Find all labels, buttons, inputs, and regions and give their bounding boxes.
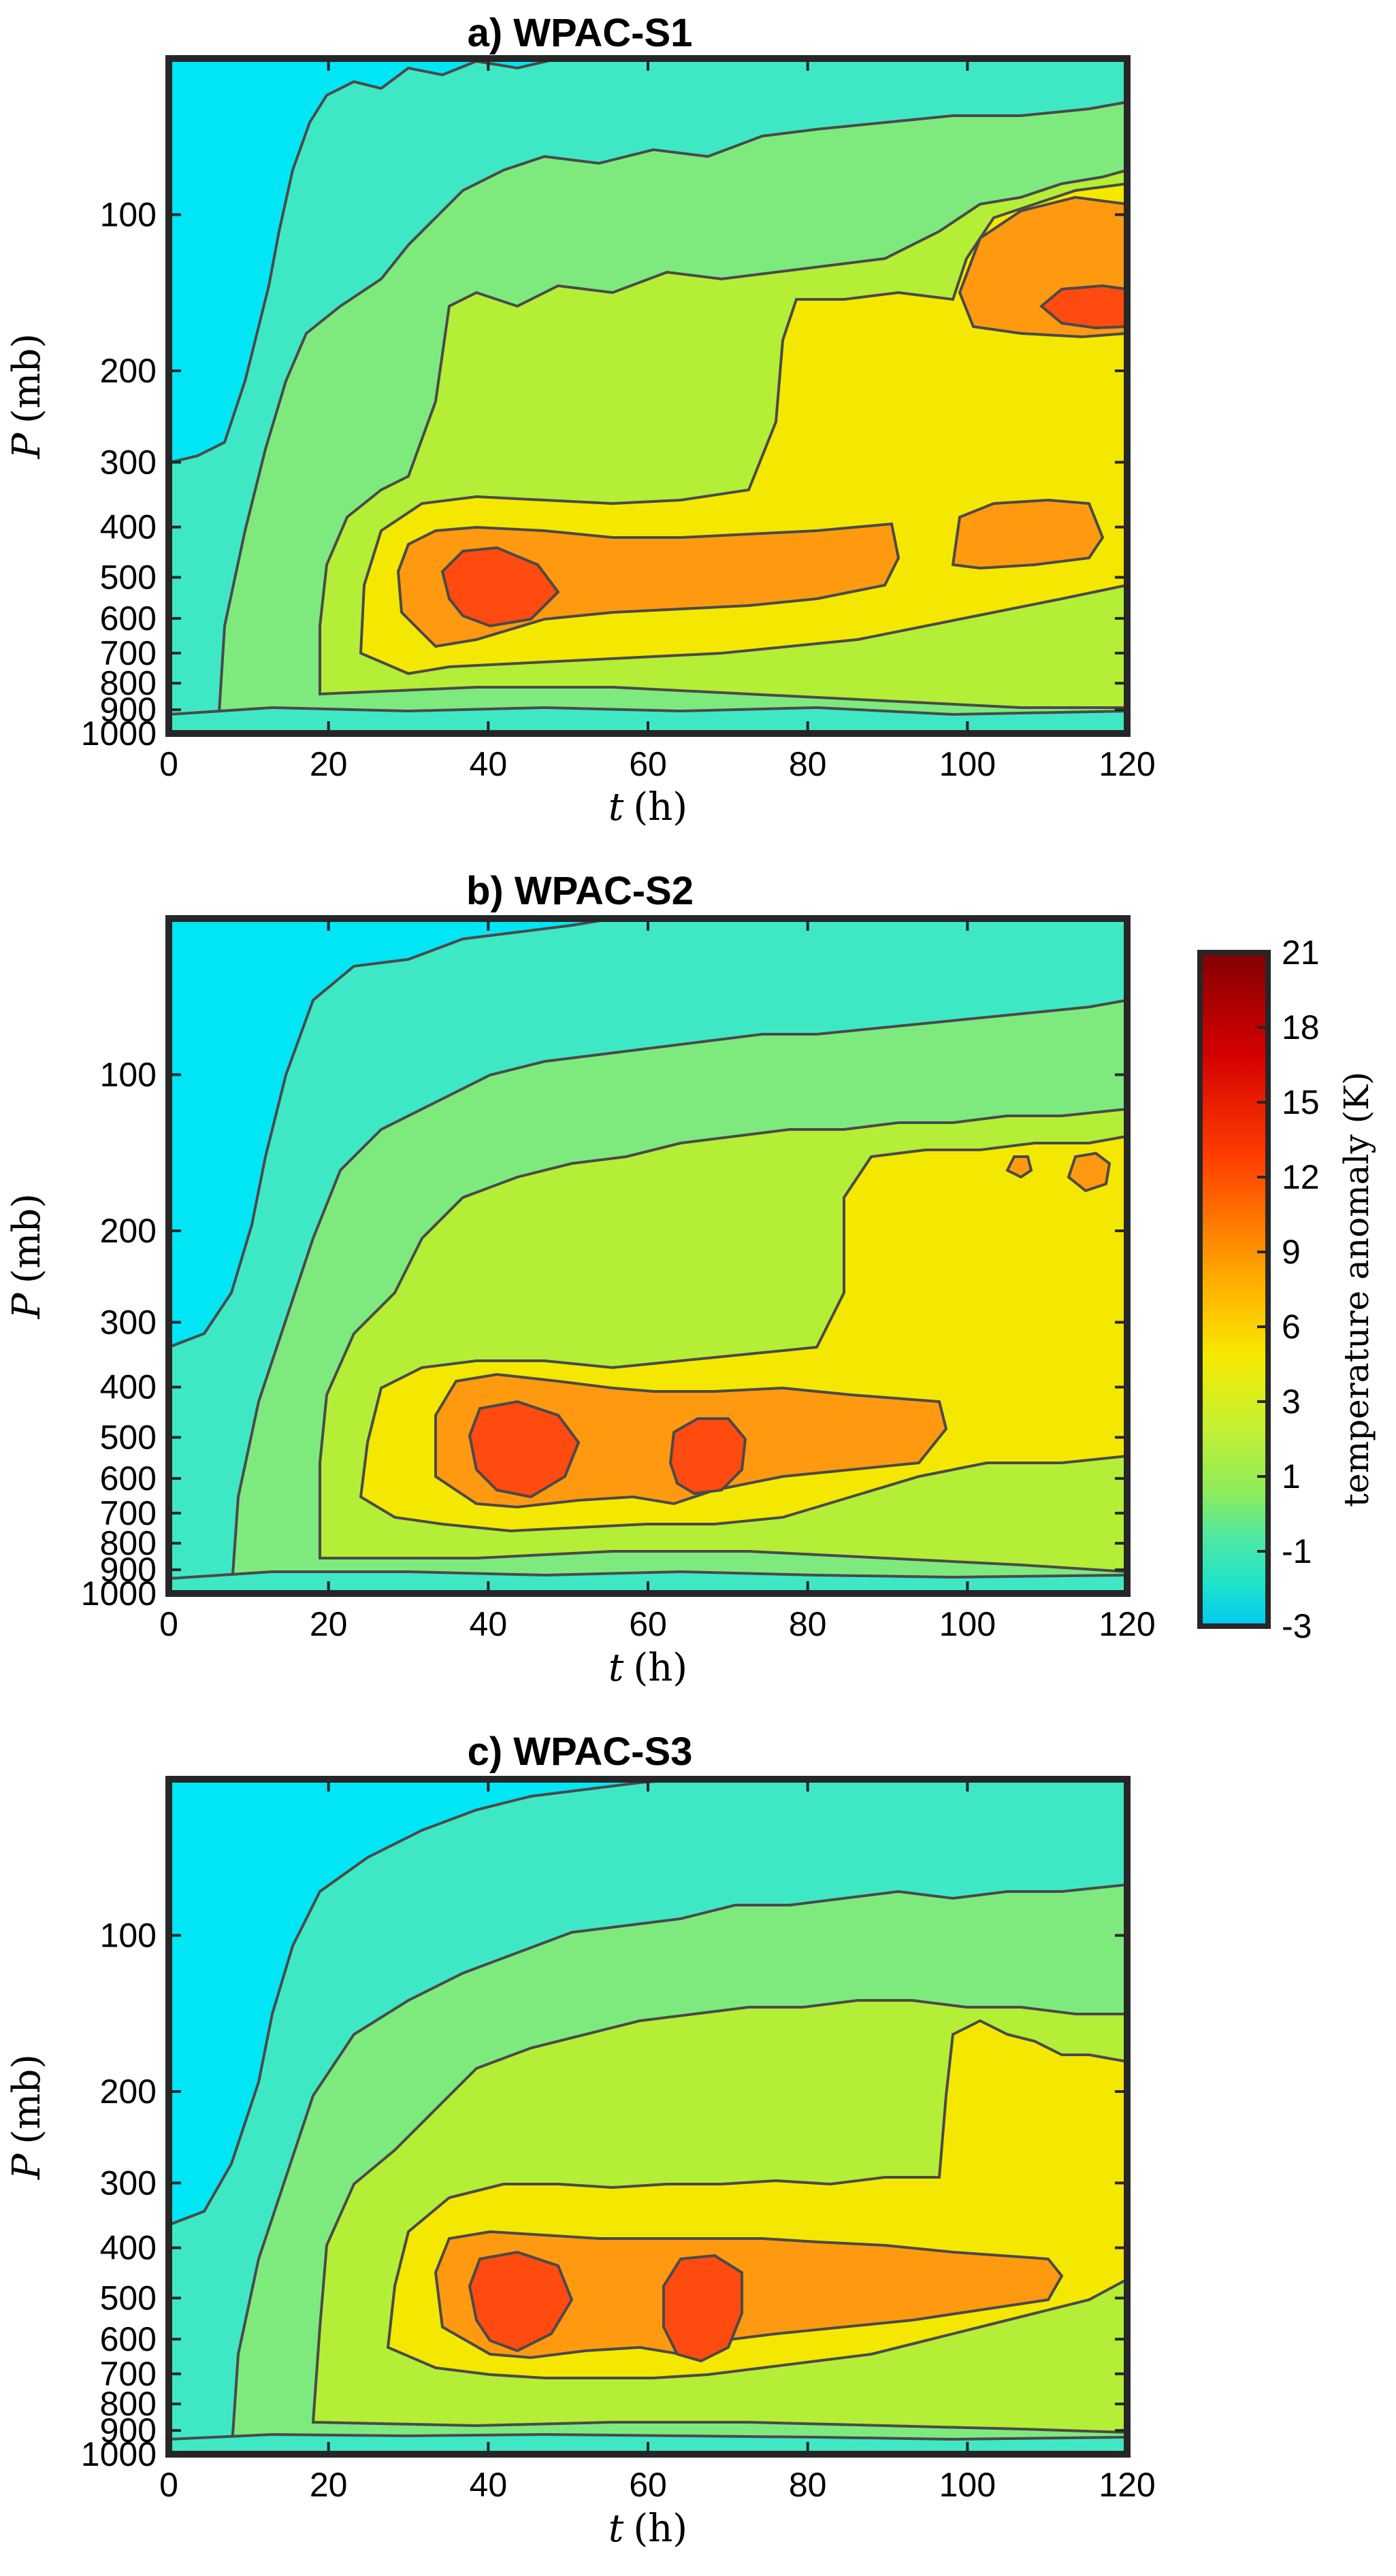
x-tick-label: 0 bbox=[159, 2466, 178, 2504]
field-level-12 bbox=[434, 2230, 1064, 2360]
field-level-12b bbox=[1067, 1151, 1111, 1193]
x-tick-label: 40 bbox=[470, 1605, 508, 1643]
x-tick-label: 20 bbox=[310, 2466, 348, 2504]
panel-a-field bbox=[169, 59, 1127, 733]
x-tick-label: 60 bbox=[629, 2466, 667, 2504]
y-tick-label: 600 bbox=[100, 1459, 157, 1498]
colorbar-frame bbox=[1197, 950, 1271, 1629]
y-tick-label: 1000 bbox=[81, 2435, 157, 2473]
panel-a-axes: 0 20 40 60 80 100 120 100 200 300 400 5006007008009… bbox=[81, 59, 1156, 783]
y-tick-label: 700 bbox=[100, 634, 157, 672]
x-tick-label: 20 bbox=[310, 1605, 348, 1643]
field-level-15 bbox=[468, 2250, 574, 2353]
panel-b-xlabel: t (h) bbox=[608, 1646, 687, 1690]
x-tick-label: 40 bbox=[470, 745, 508, 783]
x-tick-label: 100 bbox=[939, 1605, 996, 1643]
colorbar-tick-label: -3 bbox=[1282, 1607, 1312, 1645]
y-tick-label: 1000 bbox=[81, 714, 157, 753]
colorbar-tick-label: 1 bbox=[1282, 1457, 1301, 1496]
panel-a-ylabel: P(mb) bbox=[5, 333, 49, 459]
y-tick-label: 100 bbox=[100, 1056, 157, 1094]
panel-b: b) WPAC-S2 0 20 40 60 80 100 120 100 200 300 400 50… bbox=[5, 869, 1156, 1690]
y-tick-label: 800 bbox=[100, 1524, 157, 1562]
colorbar: -3 -1 1 3 6 9 12 15 18 21 temperature anomaly (K) bbox=[1197, 934, 1376, 1645]
field-level-15 bbox=[468, 1400, 581, 1499]
panel-c-axes: 0 20 40 60 80 100 120 100 200 300 400 5006007008009… bbox=[81, 1779, 1156, 2504]
x-tick-label: 60 bbox=[629, 1605, 667, 1643]
colorbar-tick-label: 18 bbox=[1282, 1008, 1320, 1046]
x-tick-label: 100 bbox=[939, 2466, 996, 2504]
y-tick-label: 500 bbox=[100, 2279, 157, 2317]
x-tick-label: 120 bbox=[1099, 2466, 1155, 2504]
y-tick-label: 100 bbox=[100, 1917, 157, 1955]
panel-a: a) WPAC-S1 0 20 40 60 80 100 120 100 200 300 400 50… bbox=[5, 11, 1156, 829]
x-tick-label: 80 bbox=[789, 2466, 827, 2504]
field-level-12c bbox=[1005, 1155, 1033, 1179]
y-tick-label: 200 bbox=[100, 352, 157, 390]
x-tick-label: 100 bbox=[939, 745, 996, 783]
y-tick-label: 300 bbox=[100, 2164, 157, 2202]
panel-b-axes: 0 20 40 60 80 100 120 100 200 300 400 5006007008009… bbox=[81, 919, 1156, 1643]
y-tick-label: 200 bbox=[100, 2073, 157, 2111]
y-tick-label: 500 bbox=[100, 1418, 157, 1456]
y-tick-label: 700 bbox=[100, 2355, 157, 2393]
colorbar-tick-label: 3 bbox=[1282, 1383, 1301, 1421]
colorbar-tick-label: 15 bbox=[1282, 1083, 1320, 1121]
panel-b-ylabel: P(mb) bbox=[5, 1193, 49, 1319]
colorbar-ticks: -3 -1 1 3 6 9 12 15 18 21 bbox=[1257, 934, 1320, 1645]
y-tick-label: 400 bbox=[100, 1368, 157, 1406]
y-tick-label: 400 bbox=[100, 508, 157, 546]
x-tick-label: 20 bbox=[310, 745, 348, 783]
colorbar-tick-label: 6 bbox=[1282, 1308, 1301, 1346]
panel-c-ylabel: P(mb) bbox=[5, 2054, 49, 2180]
y-tick-label: 600 bbox=[100, 2320, 157, 2358]
colorbar-label: temperature anomaly (K) bbox=[1337, 1072, 1376, 1507]
x-tick-label: 60 bbox=[629, 745, 667, 783]
panel-b-title: b) WPAC-S2 bbox=[466, 869, 694, 913]
y-tick-label: 400 bbox=[100, 2229, 157, 2267]
x-tick-label: 80 bbox=[789, 1605, 827, 1643]
y-tick-label: 600 bbox=[100, 599, 157, 638]
field-level-15b bbox=[668, 1417, 747, 1496]
field-level-15 bbox=[440, 546, 560, 628]
panel-a-title: a) WPAC-S1 bbox=[468, 11, 693, 55]
x-tick-label: 0 bbox=[159, 1605, 178, 1643]
x-tick-label: 80 bbox=[789, 745, 827, 783]
colorbar-gradient bbox=[1200, 953, 1268, 1626]
colorbar-tick-label: -1 bbox=[1282, 1532, 1312, 1570]
panel-c: c) WPAC-S3 0 20 40 60 80 100 120 100 200 300 400 50… bbox=[5, 1730, 1156, 2551]
field-level-1-low bbox=[169, 706, 1127, 733]
y-tick-label: 800 bbox=[100, 664, 157, 702]
y-tick-label: 200 bbox=[100, 1212, 157, 1250]
y-tick-label: 100 bbox=[100, 196, 157, 234]
y-tick-label: 1000 bbox=[81, 1574, 157, 1613]
y-tick-label: 900 bbox=[100, 1551, 157, 1589]
panel-a-xlabel: t (h) bbox=[608, 785, 687, 829]
x-tick-label: 40 bbox=[470, 2466, 508, 2504]
y-tick-label: 700 bbox=[100, 1494, 157, 1532]
panel-c-title: c) WPAC-S3 bbox=[468, 1730, 693, 1774]
field-level-12c bbox=[951, 498, 1105, 570]
field-level-15b bbox=[1039, 284, 1127, 330]
x-tick-label: 0 bbox=[159, 745, 178, 783]
x-tick-label: 120 bbox=[1099, 1605, 1155, 1643]
y-tick-label: 300 bbox=[100, 443, 157, 481]
field-level-15b bbox=[662, 2253, 743, 2363]
panel-c-xlabel: t (h) bbox=[608, 2507, 687, 2551]
y-tick-label: 500 bbox=[100, 558, 157, 596]
panel-b-field bbox=[169, 919, 1127, 1594]
y-tick-label: 300 bbox=[100, 1303, 157, 1341]
colorbar-tick-label: 9 bbox=[1282, 1233, 1301, 1271]
y-tick-label: 900 bbox=[100, 691, 157, 729]
panel-c-field bbox=[169, 1779, 1127, 2454]
x-tick-label: 120 bbox=[1099, 745, 1155, 783]
y-tick-label: 800 bbox=[100, 2385, 157, 2423]
colorbar-tick-label: 12 bbox=[1282, 1158, 1320, 1196]
colorbar-tick-label: 21 bbox=[1282, 934, 1320, 972]
y-tick-label: 900 bbox=[100, 2411, 157, 2449]
